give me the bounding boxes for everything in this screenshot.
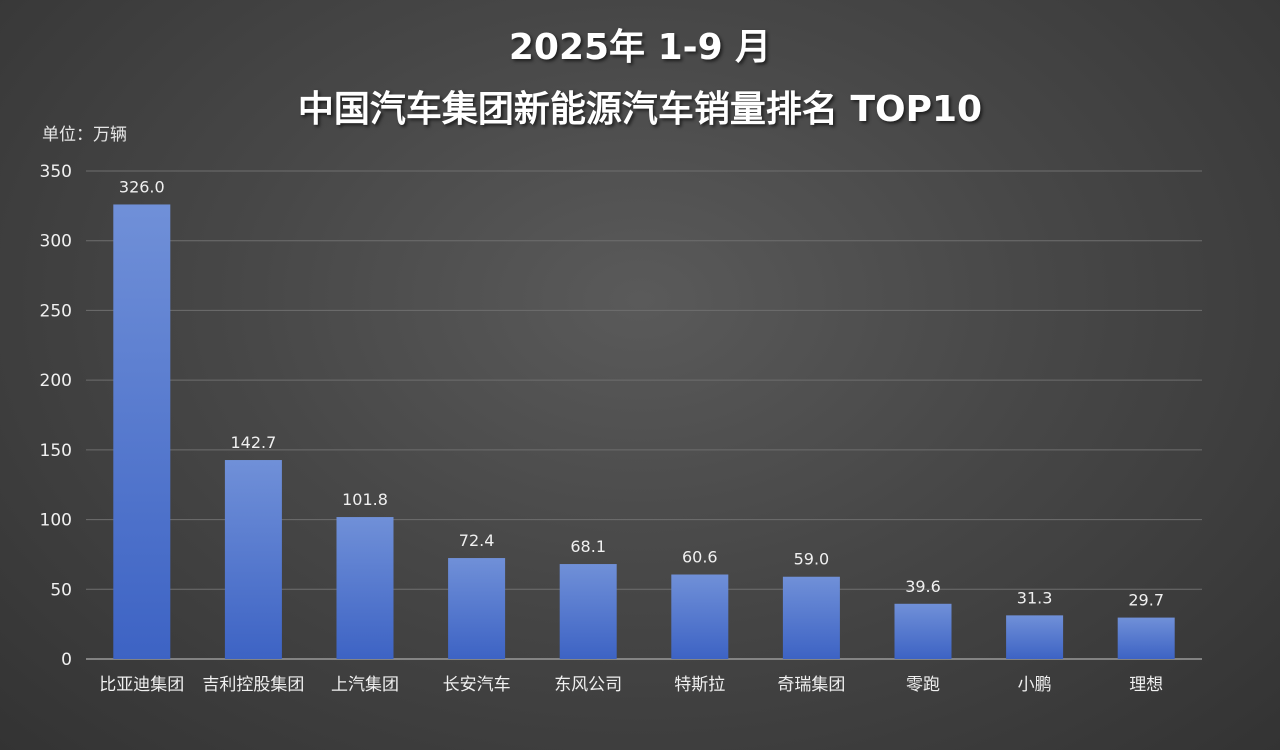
chart-title-line-2: 中国汽车集团新能源汽车销量排名 TOP10 [297,89,983,130]
x-axis: 比亚迪集团 吉利控股集团 上汽集团 长安汽车 东风公司 特斯拉 奇瑞集团 零跑 小鹏 理想 [99,675,1163,695]
y-axis: 0 50 100 150 200 250 300 350 [40,162,72,670]
data-label: 60.6 [682,548,718,567]
data-label: 68.1 [570,537,606,556]
y-tick-label: 150 [40,441,72,461]
category-label: 特斯拉 [674,675,725,695]
bar [559,564,617,659]
category-label: 长安汽车 [443,675,511,695]
data-label: 29.7 [1128,591,1164,610]
category-label: 奇瑞集团 [777,675,845,695]
data-labels: 326.0 142.7 101.8 72.4 68.1 60.6 59.0 39.6 31.3 2… [119,177,1164,609]
bar [1117,617,1175,659]
category-label: 比亚迪集团 [99,675,184,695]
category-label: 东风公司 [554,675,622,695]
bar [336,517,394,659]
y-tick-label: 0 [61,650,72,670]
category-label: 理想 [1129,675,1163,695]
bars [113,204,1175,659]
data-label: 72.4 [459,531,495,550]
data-label: 39.6 [905,577,941,596]
bar [224,460,282,659]
category-label: 吉利控股集团 [202,675,304,695]
data-label: 101.8 [342,490,388,509]
category-label: 上汽集团 [331,675,399,695]
bar [113,204,171,659]
chart-title-line-1: 2025年 1-9 月 [508,27,772,68]
data-label: 31.3 [1017,588,1053,607]
category-label: 小鹏 [1018,675,1052,695]
y-tick-label: 200 [40,371,72,391]
y-tick-label: 100 [40,511,72,531]
bar [894,603,952,659]
y-tick-label: 300 [40,232,72,252]
y-tick-label: 250 [40,301,72,321]
bar [1006,615,1064,659]
unit-label: 单位：万辆 [42,125,127,145]
y-tick-label: 350 [40,162,72,182]
data-label: 59.0 [794,550,830,569]
category-label: 零跑 [906,675,940,695]
y-tick-label: 50 [50,580,72,600]
bar [448,558,506,659]
data-label: 326.0 [119,177,165,196]
bar [671,574,729,659]
data-label: 142.7 [230,433,276,452]
bar [782,576,840,659]
